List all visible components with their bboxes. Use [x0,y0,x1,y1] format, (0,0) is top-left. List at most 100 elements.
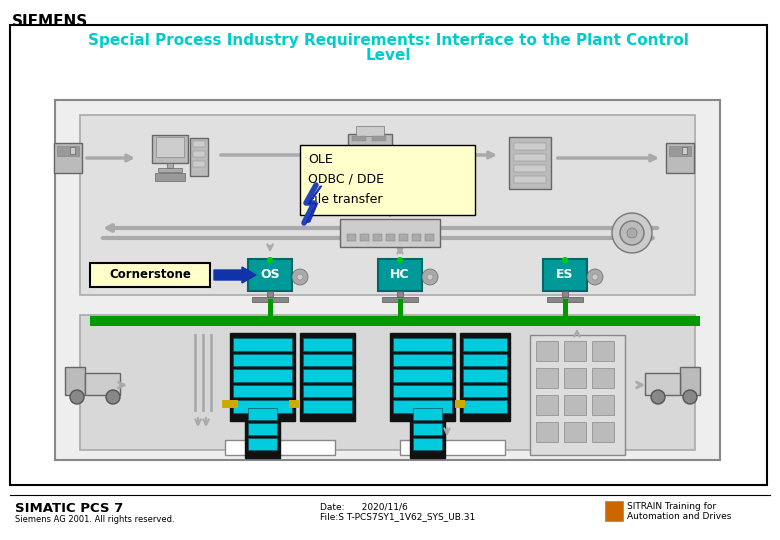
Bar [65,367,85,395]
Bar [666,143,694,173]
Bar [233,354,292,366]
Bar [303,369,352,382]
Circle shape [620,221,644,245]
Bar [300,145,475,215]
Circle shape [267,257,273,263]
Circle shape [292,269,308,285]
Text: Level: Level [365,48,411,63]
Bar [167,163,173,168]
Circle shape [397,257,403,263]
Bar [390,333,455,421]
Bar [360,234,369,241]
Bar [233,369,292,382]
Bar [592,368,614,388]
Bar [393,369,452,382]
Bar [509,137,551,189]
Bar [372,136,386,141]
Bar [80,115,695,295]
Polygon shape [306,186,322,223]
Bar [680,367,700,395]
Bar [378,259,422,291]
Bar [245,403,280,458]
Bar [373,234,382,241]
Circle shape [592,274,598,280]
Bar [413,423,442,435]
Bar [80,315,695,450]
Circle shape [562,257,568,263]
Bar [386,234,395,241]
Bar [463,369,507,382]
Bar [463,400,507,413]
Bar [233,385,292,397]
Text: Special Process Industry Requirements: Interface to the Plant Control: Special Process Industry Requirements: I… [87,33,689,48]
Bar [70,147,75,154]
Circle shape [70,390,84,404]
Circle shape [683,390,697,404]
Bar [514,143,546,150]
Bar [536,368,558,388]
Bar [536,395,558,415]
Bar [268,299,273,324]
Bar [222,400,238,408]
Bar [352,136,366,141]
Bar [300,333,355,421]
Bar [592,422,614,442]
Bar [303,338,352,350]
Circle shape [106,390,120,404]
Bar [425,234,434,241]
Bar [397,291,403,297]
Bar [193,161,205,167]
Bar [156,137,184,157]
Bar [564,368,586,388]
Bar [514,154,546,161]
Bar [347,234,356,241]
Bar [193,151,205,157]
Bar [514,176,546,183]
Bar [248,408,277,420]
Text: Siemens AG 2001. All rights reserved.: Siemens AG 2001. All rights reserved. [15,515,175,524]
Bar [682,147,687,154]
Bar [90,263,210,287]
Bar [413,438,442,450]
Bar [303,385,352,397]
Bar [536,422,558,442]
Bar [393,338,452,350]
Text: SITRAIN Training for: SITRAIN Training for [627,502,716,511]
Bar [543,259,587,291]
Bar [54,143,82,173]
Bar [190,138,208,176]
Bar [564,422,586,442]
Bar [303,354,352,366]
Bar [564,341,586,361]
Bar [152,135,188,163]
Bar [57,146,79,156]
Text: SIMATIC PCS 7: SIMATIC PCS 7 [15,502,123,515]
Bar [669,146,691,156]
Bar [605,501,623,521]
Bar [399,234,408,241]
Text: Date:      2020/11/6: Date: 2020/11/6 [320,502,408,511]
Bar [348,134,392,156]
Bar [158,168,182,172]
Bar [382,297,418,302]
Bar [530,335,625,455]
Bar [463,338,507,350]
Circle shape [427,274,433,280]
Bar [233,400,292,413]
Bar [547,297,583,302]
Circle shape [297,274,303,280]
Circle shape [651,390,665,404]
Text: HC: HC [390,268,410,281]
Bar [563,299,568,324]
Bar [592,395,614,415]
Circle shape [422,269,438,285]
Bar [248,423,277,435]
Text: Automation and Drives: Automation and Drives [627,512,732,521]
Bar [562,291,568,297]
Bar [400,440,505,455]
Bar [393,354,452,366]
FancyArrow shape [214,267,256,283]
Text: Cornerstone: Cornerstone [109,268,191,281]
Bar [303,400,352,413]
Bar [592,341,614,361]
